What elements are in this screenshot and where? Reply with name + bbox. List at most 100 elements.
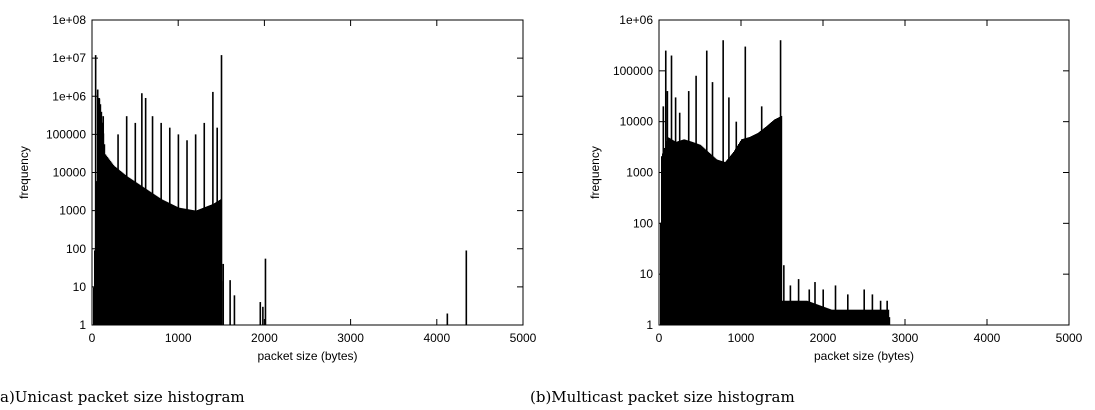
histogram-bar bbox=[881, 309, 883, 325]
histogram-bar bbox=[795, 300, 797, 325]
histogram-bar bbox=[801, 300, 803, 325]
histogram-bar bbox=[709, 152, 711, 325]
histogram-bar bbox=[794, 300, 796, 325]
histogram-bar bbox=[812, 302, 814, 325]
panel-caption: (b)Multicast packet size histogram bbox=[530, 388, 795, 406]
x-axis: 0 1000 2000 3000 4000 5000 bbox=[89, 20, 537, 345]
histogram-bar bbox=[806, 300, 808, 325]
y-axis-label: frequency bbox=[17, 146, 31, 199]
histogram-bar bbox=[817, 304, 819, 325]
histogram-bar bbox=[830, 309, 832, 325]
histogram-bar bbox=[727, 159, 729, 325]
histogram-spike bbox=[264, 258, 267, 325]
histogram-bar bbox=[826, 307, 828, 325]
histogram-spike bbox=[160, 122, 162, 326]
histogram-spike bbox=[203, 122, 206, 326]
histogram-bar bbox=[691, 141, 693, 325]
histogram-bar bbox=[740, 140, 742, 325]
histogram-bar bbox=[861, 309, 863, 325]
histogram-spike bbox=[674, 97, 677, 325]
histogram-bar bbox=[852, 309, 854, 325]
x-tick-label: 3000 bbox=[337, 331, 364, 345]
histogram-bar bbox=[151, 192, 153, 325]
histogram-bar bbox=[194, 210, 196, 325]
histogram-bar bbox=[119, 170, 121, 325]
x-tick-label: 4000 bbox=[974, 331, 1001, 345]
histogram-bar bbox=[93, 287, 95, 325]
histogram-bar bbox=[870, 309, 872, 325]
histogram-bar bbox=[749, 137, 751, 325]
histogram-bar bbox=[739, 142, 741, 325]
histogram-bar bbox=[834, 309, 836, 325]
histogram-bar bbox=[703, 147, 705, 325]
histogram-bar bbox=[155, 195, 157, 325]
histogram-bar bbox=[753, 135, 755, 325]
histogram-bar bbox=[171, 204, 173, 325]
histogram-bar bbox=[689, 141, 691, 325]
histogram-bar bbox=[850, 309, 852, 325]
histogram-bar bbox=[206, 206, 208, 325]
histogram-bar bbox=[732, 153, 734, 325]
histogram-bar bbox=[765, 127, 767, 325]
histogram-bar bbox=[734, 150, 736, 325]
histogram-spike bbox=[186, 140, 188, 325]
histogram-bar bbox=[786, 300, 788, 325]
histogram-bar bbox=[150, 191, 152, 325]
histogram-bar bbox=[697, 143, 699, 325]
histogram-bar bbox=[133, 180, 135, 325]
histogram-bar bbox=[690, 141, 692, 325]
histogram-bar bbox=[726, 160, 728, 325]
histogram-spike bbox=[102, 116, 105, 326]
histogram-bar bbox=[198, 209, 200, 325]
histogram-bar bbox=[724, 161, 726, 325]
histogram-bar bbox=[831, 309, 833, 325]
histogram-spike bbox=[797, 279, 800, 325]
histogram-bar bbox=[873, 309, 875, 325]
histogram-bar bbox=[669, 138, 671, 325]
histogram-bar bbox=[718, 160, 720, 325]
histogram-spike bbox=[822, 289, 824, 325]
histogram-bar bbox=[819, 305, 821, 325]
histogram-bar bbox=[844, 309, 846, 325]
histogram-bar bbox=[174, 205, 176, 325]
histogram-bar bbox=[129, 177, 131, 325]
histogram-bar bbox=[766, 126, 768, 325]
histogram-bar bbox=[714, 157, 716, 325]
histogram-bar bbox=[670, 138, 672, 325]
histogram-bar bbox=[837, 309, 839, 325]
histogram-bar bbox=[132, 179, 134, 325]
histogram-bar bbox=[181, 208, 183, 325]
histogram-spike bbox=[216, 127, 218, 325]
histogram-spike bbox=[886, 300, 888, 325]
histogram-bar bbox=[878, 309, 880, 325]
histogram-bar bbox=[683, 139, 685, 325]
histogram-bar bbox=[693, 142, 695, 325]
histogram-bar bbox=[162, 199, 164, 325]
histogram-bar bbox=[760, 130, 762, 325]
histogram-bar bbox=[100, 104, 102, 325]
y-tick-label: 1e+07 bbox=[52, 51, 86, 65]
histogram-bar bbox=[738, 144, 740, 325]
histogram-bar bbox=[184, 208, 186, 325]
histogram-spike bbox=[678, 112, 681, 325]
histogram-bar bbox=[191, 209, 193, 325]
histogram-bar bbox=[179, 207, 181, 325]
histogram-bar bbox=[208, 205, 210, 325]
histogram-bar bbox=[816, 304, 818, 325]
histogram-bar bbox=[698, 144, 700, 325]
histogram-bar bbox=[115, 166, 117, 325]
histogram-bar bbox=[721, 160, 723, 325]
histogram-bar bbox=[148, 190, 150, 325]
histogram-bar bbox=[136, 182, 138, 325]
histogram-bar bbox=[769, 123, 771, 326]
histogram-bar bbox=[824, 307, 826, 325]
histogram-bar bbox=[711, 154, 713, 325]
histogram-spike bbox=[134, 122, 137, 326]
histogram-bar bbox=[668, 137, 670, 325]
histogram-bar bbox=[157, 196, 159, 325]
histogram-bar bbox=[673, 140, 675, 325]
histogram-bar bbox=[731, 154, 733, 325]
histogram-bar bbox=[885, 309, 887, 325]
histogram-bar bbox=[867, 309, 869, 325]
histogram-bar bbox=[661, 156, 663, 325]
